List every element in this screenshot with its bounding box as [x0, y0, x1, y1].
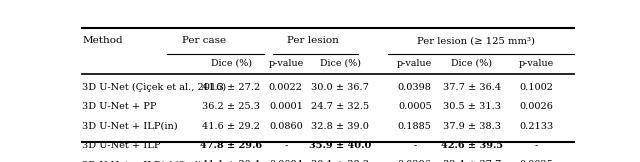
Text: 32.8 ± 39.0: 32.8 ± 39.0	[312, 122, 369, 131]
Text: p-value: p-value	[518, 59, 554, 68]
Text: 0.0022: 0.0022	[269, 83, 303, 92]
Text: p-value: p-value	[397, 59, 433, 68]
Text: 41.3 ± 27.2: 41.3 ± 27.2	[202, 83, 260, 92]
Text: 36.2 ± 25.3: 36.2 ± 25.3	[202, 102, 260, 111]
Text: 42.6 ± 39.5: 42.6 ± 39.5	[441, 141, 503, 150]
Text: 3D U-Net + ILP: 3D U-Net + ILP	[83, 141, 161, 150]
Text: 35.9 ± 40.0: 35.9 ± 40.0	[309, 141, 372, 150]
Text: 0.0296: 0.0296	[398, 160, 432, 162]
Text: 0.0001: 0.0001	[269, 102, 303, 111]
Text: 3D U-Net + ILP(in): 3D U-Net + ILP(in)	[83, 122, 178, 131]
Text: 37.9 ± 38.3: 37.9 ± 38.3	[443, 122, 501, 131]
Text: Per lesion: Per lesion	[287, 36, 339, 45]
Text: 37.7 ± 36.4: 37.7 ± 36.4	[443, 83, 501, 92]
Text: -: -	[413, 141, 417, 150]
Text: 0.0025: 0.0025	[520, 160, 553, 162]
Text: 0.0026: 0.0026	[520, 102, 553, 111]
Text: Dice (%): Dice (%)	[211, 59, 252, 68]
Text: 3D U-Net + PP: 3D U-Net + PP	[83, 102, 157, 111]
Text: p-value: p-value	[268, 59, 303, 68]
Text: 0.0860: 0.0860	[269, 122, 303, 131]
Text: 41.1 ± 30.4: 41.1 ± 30.4	[202, 160, 260, 162]
Text: 3D U-Net + ILP(shifted): 3D U-Net + ILP(shifted)	[83, 160, 203, 162]
Text: 0.1885: 0.1885	[398, 122, 432, 131]
Text: Method: Method	[83, 36, 123, 45]
Text: -: -	[284, 141, 287, 150]
Text: 0.2133: 0.2133	[519, 122, 554, 131]
Text: 32.4 ± 37.7: 32.4 ± 37.7	[443, 160, 501, 162]
Text: Per lesion (≥ 125 mm³): Per lesion (≥ 125 mm³)	[417, 36, 535, 45]
Text: 0.0398: 0.0398	[398, 83, 432, 92]
Text: 30.1 ± 38.3: 30.1 ± 38.3	[312, 160, 369, 162]
Text: 30.0 ± 36.7: 30.0 ± 36.7	[312, 83, 369, 92]
Text: 0.0084: 0.0084	[269, 160, 303, 162]
Text: Dice (%): Dice (%)	[320, 59, 361, 68]
Text: 41.6 ± 29.2: 41.6 ± 29.2	[202, 122, 260, 131]
Text: 0.1002: 0.1002	[519, 83, 554, 92]
Text: 0.0005: 0.0005	[398, 102, 431, 111]
Text: Per case: Per case	[182, 36, 226, 45]
Text: -: -	[534, 141, 538, 150]
Text: 30.5 ± 31.3: 30.5 ± 31.3	[443, 102, 501, 111]
Text: Dice (%): Dice (%)	[451, 59, 492, 68]
Text: 47.8 ± 29.6: 47.8 ± 29.6	[200, 141, 262, 150]
Text: 24.7 ± 32.5: 24.7 ± 32.5	[311, 102, 369, 111]
Text: 3D U-Net (Çiçek et al., 2016): 3D U-Net (Çiçek et al., 2016)	[83, 83, 227, 92]
